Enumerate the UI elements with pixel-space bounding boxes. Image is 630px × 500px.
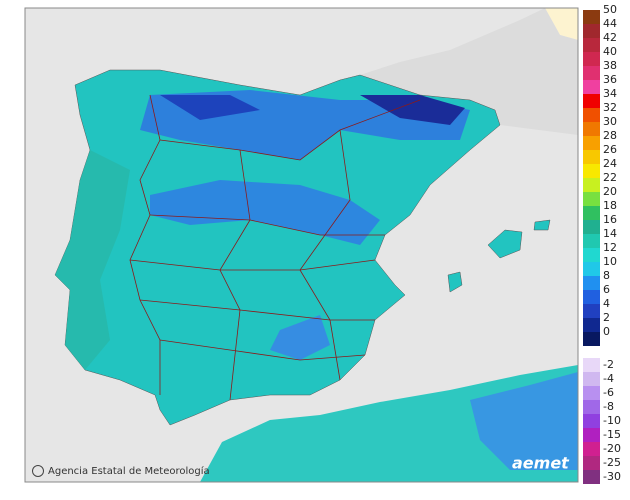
- legend-label: 38: [603, 59, 617, 72]
- map-frame: [24, 7, 579, 483]
- legend-label: 18: [603, 199, 617, 212]
- legend-swatch: [583, 10, 600, 24]
- iberia: [54, 69, 501, 426]
- legend-swatch: [583, 400, 600, 414]
- border: [139, 299, 375, 321]
- legend-label: -2: [603, 358, 614, 371]
- legend-swatch: [583, 94, 600, 108]
- legend-swatch: [583, 192, 600, 206]
- legend-label: 40: [603, 45, 617, 58]
- legend-label: 42: [603, 31, 617, 44]
- legend-swatch: [583, 38, 600, 52]
- border: [159, 339, 366, 361]
- legend-swatch: [583, 150, 600, 164]
- legend-swatch: [583, 178, 600, 192]
- border: [149, 214, 385, 236]
- legend-swatch: [583, 414, 600, 428]
- coast-warm: [55, 150, 130, 370]
- legend-swatch: [583, 290, 600, 304]
- legend-swatch: [583, 386, 600, 400]
- legend-label: 8: [603, 269, 610, 282]
- legend-swatch: [583, 358, 600, 372]
- legend-label: -6: [603, 386, 614, 399]
- legend-swatch: [583, 24, 600, 38]
- legend-label: -20: [603, 442, 621, 455]
- legend-label: -30: [603, 470, 621, 483]
- france: [360, 8, 578, 135]
- legend-label: 14: [603, 227, 617, 240]
- borders: [129, 94, 421, 401]
- legend-label: 16: [603, 213, 617, 226]
- legend-swatch: [583, 276, 600, 290]
- legend-swatch: [583, 136, 600, 150]
- legend-swatch: [583, 456, 600, 470]
- legend-swatch: [583, 80, 600, 94]
- legend-label: 24: [603, 157, 617, 170]
- legend-swatch: [583, 66, 600, 80]
- legend-label: 28: [603, 129, 617, 142]
- ibiza: [447, 271, 463, 293]
- legend-label: 30: [603, 115, 617, 128]
- africa-cold: [470, 372, 578, 470]
- legend-label: 22: [603, 171, 617, 184]
- legend-label: -4: [603, 372, 614, 385]
- credit: Agencia Estatal de Meteorología: [48, 465, 210, 477]
- legend-swatch: [583, 470, 600, 484]
- legend-label: 32: [603, 101, 617, 114]
- central-cold: [150, 180, 380, 245]
- legend-label: 12: [603, 241, 617, 254]
- logo: aemet: [512, 454, 570, 473]
- legend-label: -15: [603, 428, 621, 441]
- border: [159, 99, 421, 161]
- legend-label: -25: [603, 456, 621, 469]
- legend-swatch: [583, 248, 600, 262]
- map: Agencia Estatal de Meteorología aemet: [24, 7, 579, 483]
- legend-label: 36: [603, 73, 617, 86]
- legend-swatch: [583, 304, 600, 318]
- mallorca: [487, 229, 523, 259]
- legend-swatch: [583, 52, 600, 66]
- cantabria-cold: [160, 95, 260, 120]
- legend-swatch: [583, 318, 600, 332]
- legend-swatch: [583, 332, 600, 346]
- africa: [200, 365, 578, 482]
- legend-label: 44: [603, 17, 617, 30]
- legend-label: 10: [603, 255, 617, 268]
- legend-label: 26: [603, 143, 617, 156]
- legend-swatch: [583, 372, 600, 386]
- legend-label: 0: [603, 325, 610, 338]
- legend-label: -8: [603, 400, 614, 413]
- legend-swatch: [583, 442, 600, 456]
- legend-label: 6: [603, 283, 610, 296]
- menorca: [533, 219, 551, 231]
- legend-swatch: [583, 164, 600, 178]
- legend-label: 20: [603, 185, 617, 198]
- copyright-icon: [32, 465, 44, 477]
- legend-label: 4: [603, 297, 610, 310]
- south-cold: [270, 315, 330, 360]
- legend-swatch: [583, 262, 600, 276]
- border: [129, 94, 161, 395]
- pyrenees-cold: [360, 95, 465, 125]
- border: [299, 129, 351, 381]
- legend-swatch: [583, 122, 600, 136]
- legend: 5044424038363432302826242220181614121086…: [583, 3, 621, 484]
- legend-label: 34: [603, 87, 617, 100]
- border: [129, 259, 376, 271]
- legend-swatch: [583, 206, 600, 220]
- legend-label: 2: [603, 311, 610, 324]
- legend-swatch: [583, 220, 600, 234]
- border: [219, 149, 251, 401]
- legend-label: -10: [603, 414, 621, 427]
- region-light: [545, 8, 578, 40]
- legend-swatch: [583, 234, 600, 248]
- legend-swatch: [583, 428, 600, 442]
- legend-swatch: [583, 108, 600, 122]
- legend-label: 50: [603, 3, 617, 16]
